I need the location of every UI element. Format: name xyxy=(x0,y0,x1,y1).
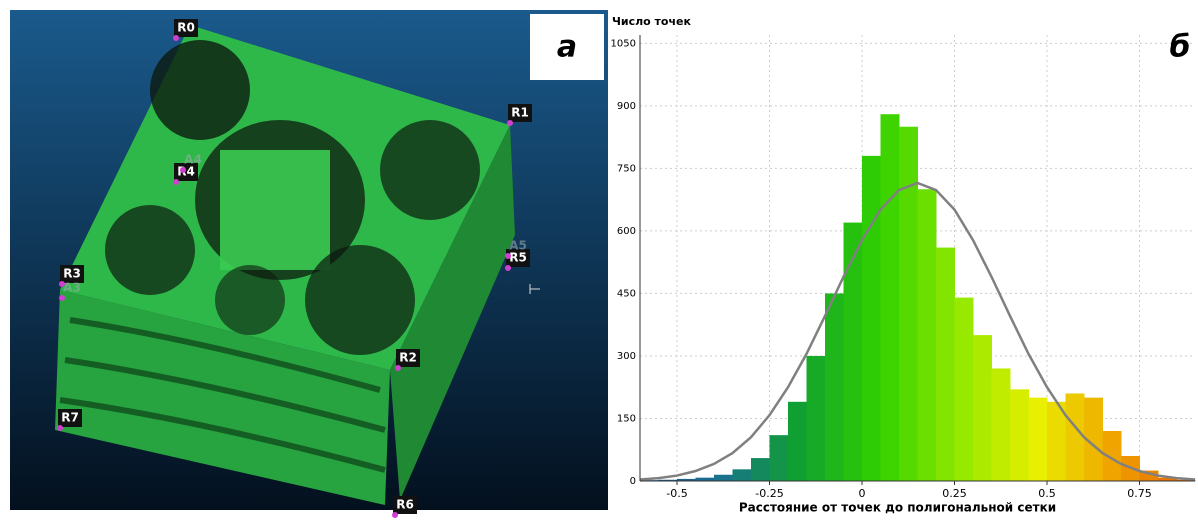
x-axis-title: Расстояние от точек до полигональной сет… xyxy=(739,501,1056,515)
bar xyxy=(1029,398,1048,481)
marker-label: A3 xyxy=(63,281,81,295)
bar xyxy=(825,293,844,481)
bar xyxy=(899,127,918,481)
y-axis-title: Число точек xyxy=(612,15,692,28)
bar xyxy=(918,189,937,481)
marker-dot xyxy=(392,512,398,518)
marker-label: R3 xyxy=(63,267,81,281)
marker-label: R4 xyxy=(177,165,195,179)
bar xyxy=(936,248,955,481)
bar xyxy=(714,475,733,481)
bar xyxy=(696,478,715,481)
marker-dot xyxy=(507,120,513,126)
marker-dot xyxy=(180,167,186,173)
y-tick-label: 0 xyxy=(630,476,636,487)
x-tick-label: -0.25 xyxy=(755,487,783,500)
marker-dot xyxy=(505,265,511,271)
y-tick-label: 450 xyxy=(617,288,636,299)
bar xyxy=(1010,389,1029,481)
y-tick-label: 150 xyxy=(617,413,636,424)
marker-dot xyxy=(395,365,401,371)
y-tick-label: 1050 xyxy=(611,38,636,49)
marker-label: R5 xyxy=(509,251,527,265)
marker-label: R1 xyxy=(511,106,529,120)
marker-label: R2 xyxy=(399,351,417,365)
figure: а R0 R1 R2 R3 R4 R5 R6 R7 A3 A4 A5 0 150 300 450 600 750… xyxy=(0,0,1198,518)
y-tick-label: 600 xyxy=(617,226,636,237)
y-tick-label: 900 xyxy=(617,101,636,112)
bar xyxy=(862,156,881,481)
marker-dot xyxy=(59,295,65,301)
bar xyxy=(881,114,900,481)
panel-letter: а xyxy=(557,30,577,65)
bar xyxy=(844,223,863,481)
x-tick-label: 0.5 xyxy=(1038,487,1056,500)
y-tick-label: 750 xyxy=(617,163,636,174)
y-tick-label: 300 xyxy=(617,351,636,362)
bar xyxy=(973,335,992,481)
bar xyxy=(770,435,789,481)
bar xyxy=(807,356,826,481)
marker-dot xyxy=(57,425,63,431)
marker-dot xyxy=(173,35,179,41)
marker-dot xyxy=(173,179,179,185)
marker-label: R7 xyxy=(61,411,79,425)
x-tick-label: 0 xyxy=(859,487,866,500)
panel-letter: б xyxy=(1170,30,1191,65)
bar xyxy=(788,402,807,481)
x-tick-label: -0.5 xyxy=(666,487,687,500)
marker-dot xyxy=(505,253,511,259)
bar xyxy=(733,469,752,481)
marker-label: R6 xyxy=(396,498,414,512)
bar xyxy=(1066,393,1085,481)
marker-label: R0 xyxy=(177,21,195,35)
marker-label: A4 xyxy=(184,153,202,167)
x-tick-label: 0.75 xyxy=(1127,487,1152,500)
bar xyxy=(955,298,974,481)
marker-label: A5 xyxy=(509,239,527,253)
bar xyxy=(751,458,770,481)
bar xyxy=(992,368,1011,481)
x-tick-label: 0.25 xyxy=(942,487,967,500)
